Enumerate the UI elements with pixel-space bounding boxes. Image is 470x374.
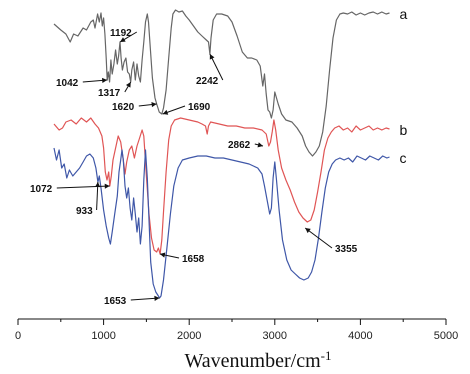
peak-annotation-arrowhead: [101, 77, 108, 83]
peak-annotation: 1658: [159, 252, 205, 265]
peak-annotation-arrowhead: [120, 37, 126, 42]
peak-annotation: 1042: [56, 77, 108, 89]
x-tick-label: 5000: [434, 330, 458, 342]
peak-annotation-arrowhead: [162, 109, 169, 115]
peak-annotation-arrowhead: [95, 182, 101, 188]
peak-annotation-label: 2242: [196, 76, 219, 87]
series-line-c: [53, 147, 390, 299]
peak-annotation: 2862: [228, 140, 264, 151]
peak-annotation: 1072: [30, 183, 110, 195]
peak-annotation-arrowhead: [209, 54, 215, 60]
peak-annotation-arrowhead: [154, 295, 160, 301]
peak-annotation: 933: [76, 181, 101, 217]
peak-annotation-label: 933: [76, 206, 93, 217]
peak-annotation-label: 1192: [110, 28, 132, 39]
peak-annotation-label: 1658: [182, 254, 205, 265]
peak-annotation-arrowhead: [305, 228, 311, 234]
series-label-c: c: [400, 150, 407, 166]
peak-annotation-label: 1317: [98, 88, 121, 99]
peak-annotation-arrowhead: [104, 183, 110, 189]
annotation-layer: 1042 1192 1317 1620 1690 2242 2862 1072 933 3355 1…: [30, 28, 358, 307]
peak-annotation: 1620: [112, 101, 157, 113]
peak-annotation: 3355: [304, 227, 358, 255]
peak-annotation-arrow: [56, 185, 110, 189]
peak-annotation-arrowhead: [125, 82, 131, 88]
peak-annotation-label: 1653: [104, 296, 127, 307]
series-label-layer: a bc: [400, 6, 408, 166]
x-axis: 0 1000 2000 3000 4000 5000: [15, 318, 458, 342]
peak-annotation-arrowhead: [151, 101, 157, 108]
peak-annotation-arrowhead: [257, 142, 263, 148]
peak-annotation: 1317: [98, 81, 132, 99]
x-tick-label: 0: [15, 330, 21, 342]
x-axis-label: Wavenumber/cm-1: [185, 348, 332, 372]
peak-annotation: 1653: [104, 295, 160, 307]
peak-annotation-label: 1042: [56, 78, 79, 89]
peak-annotation-arrowhead: [159, 252, 166, 258]
peak-annotation-label: 1072: [30, 184, 53, 195]
peak-annotation: 1192: [110, 28, 138, 43]
peak-annotation: 2242: [196, 53, 224, 87]
peak-annotation-label: 1690: [188, 102, 211, 113]
series-label-b: b: [400, 122, 408, 138]
peak-annotation: 1690: [162, 102, 211, 115]
series-line-a: [53, 9, 390, 157]
x-axis-label-superscript: -1: [321, 348, 332, 363]
series-line-b: [53, 117, 390, 255]
x-tick-label: 1000: [91, 330, 115, 342]
x-tick-label: 4000: [348, 330, 372, 342]
peak-annotation-label: 1620: [112, 102, 135, 113]
peak-annotation-label: 3355: [335, 244, 358, 255]
x-tick-label: 2000: [177, 330, 201, 342]
x-tick-label: 3000: [263, 330, 287, 342]
series-label-a: a: [400, 6, 408, 22]
peak-annotation-arrow: [304, 227, 333, 249]
peak-annotation-label: 2862: [228, 140, 251, 151]
